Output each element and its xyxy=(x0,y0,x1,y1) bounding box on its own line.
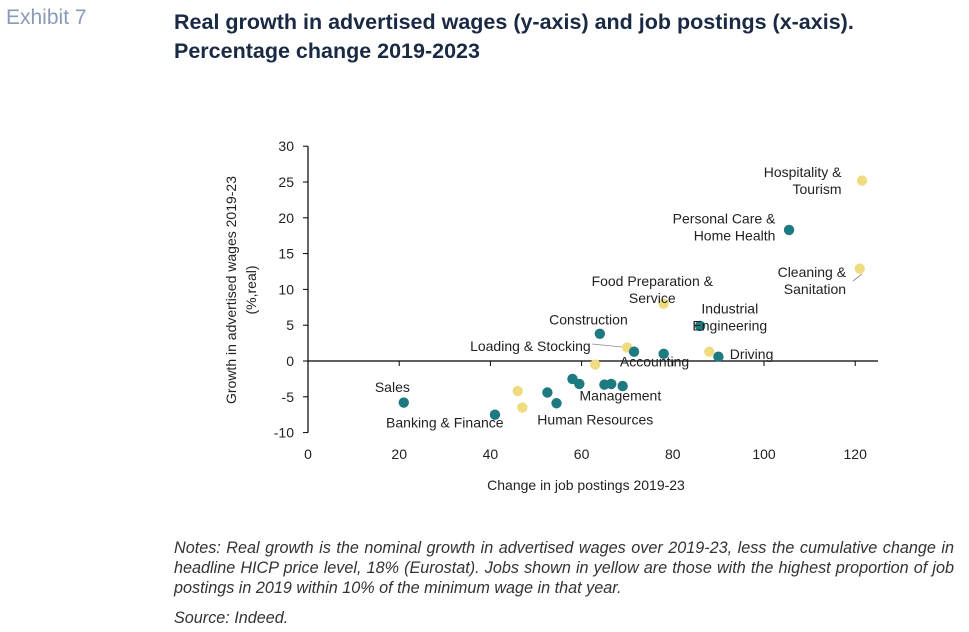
data-point-teal xyxy=(606,378,617,390)
data-point-teal xyxy=(542,387,553,398)
leader-line xyxy=(852,273,863,282)
x-tick-label: 120 xyxy=(844,446,868,462)
point-labels: Hospitality & Tourism Personal Care & Home … xyxy=(375,164,847,431)
data-point-teal xyxy=(694,320,706,332)
point-label-personal-care: Personal Care & Home Health xyxy=(673,211,776,244)
y-tick-label: 0 xyxy=(286,353,294,369)
data-point-teal xyxy=(713,351,724,362)
data-point-teal xyxy=(783,224,795,236)
data-point-yellow xyxy=(512,385,523,397)
y-axis-label-line-1: Growth in advertised wages 2019-23 xyxy=(223,176,239,404)
y-tick-label: 5 xyxy=(286,317,294,333)
chart-title: Real growth in advertised wages (y-axis)… xyxy=(174,8,954,66)
x-axis-label: Change in job postings 2019-23 xyxy=(487,477,685,493)
point-label-banking: Banking & Finance xyxy=(386,415,504,431)
chart-notes: Notes: Real growth is the nominal growth… xyxy=(174,539,954,597)
x-tick-label: 60 xyxy=(574,446,590,462)
data-point-yellow xyxy=(517,402,528,413)
data-points xyxy=(398,175,868,420)
data-point-yellow xyxy=(854,263,865,274)
data-point-yellow xyxy=(856,175,868,186)
y-tick-label: 20 xyxy=(278,210,294,226)
data-point-yellow xyxy=(658,298,669,309)
exhibit-label: Exhibit 7 xyxy=(6,6,87,29)
point-label-loading: Loading & Stocking xyxy=(470,338,591,354)
x-tick-label: 40 xyxy=(483,446,499,462)
point-label-cleaning: Cleaning & Sanitation xyxy=(778,264,847,297)
point-label-driving: Driving xyxy=(730,346,774,362)
point-label-construction: Construction xyxy=(549,311,628,327)
data-point-teal xyxy=(658,348,669,360)
point-label-industrial: Industrial Engineering xyxy=(692,301,767,334)
data-point-teal xyxy=(617,380,628,392)
y-tick-label: 15 xyxy=(278,246,294,262)
data-point-yellow xyxy=(590,359,601,370)
point-label-accounting: Accounting xyxy=(620,354,689,370)
data-point-teal xyxy=(628,346,640,357)
chart-source: Source: Indeed. xyxy=(174,609,289,627)
x-tick-label: 0 xyxy=(304,446,312,462)
point-label-hospitality: Hospitality & Tourism xyxy=(764,164,842,197)
x-tick-label: 80 xyxy=(665,446,681,462)
point-label-management: Management xyxy=(580,387,662,403)
data-point-yellow xyxy=(704,346,715,357)
data-point-teal xyxy=(398,397,409,408)
data-point-teal xyxy=(594,328,606,339)
x-tick-label: 100 xyxy=(752,446,776,462)
point-label-food-prep: Food Preparation & Service xyxy=(592,273,714,306)
x-tick-label: 20 xyxy=(391,446,407,462)
data-point-teal xyxy=(489,409,501,420)
chart-title-line-1: Real growth in advertised wages (y-axis)… xyxy=(174,10,854,34)
data-point-teal xyxy=(551,398,562,409)
point-label-human-resources: Human Resources xyxy=(537,412,653,428)
y-tick-label: 25 xyxy=(278,174,294,190)
y-tick-label: 30 xyxy=(278,138,294,154)
chart-title-line-2: Percentage change 2019-2023 xyxy=(174,39,480,63)
y-tick-label: 10 xyxy=(278,281,294,297)
y-axis-label-line-2: (%,real) xyxy=(243,265,259,314)
point-label-sales: Sales xyxy=(375,379,410,395)
y-tick-label: -10 xyxy=(274,425,294,441)
chart-axes: 30 25 20 15 10 5 0 -5 -10 0 20 40 60 80 100 120 xyxy=(274,138,878,462)
data-point-teal xyxy=(574,378,585,390)
y-tick-label: -5 xyxy=(282,389,295,405)
